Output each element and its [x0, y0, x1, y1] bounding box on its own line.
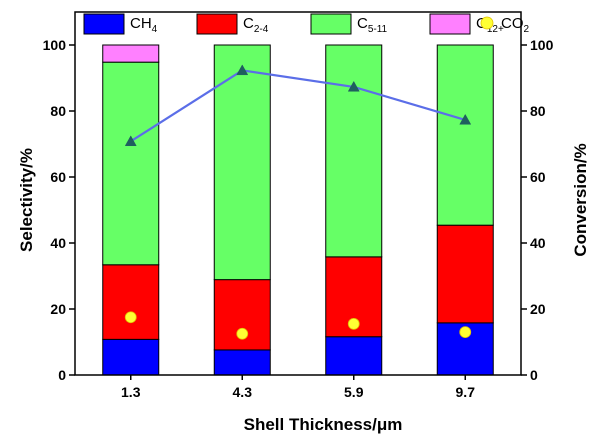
y2-tick-label-60: 60 [530, 169, 546, 185]
legend-label-c5-11: C5-11 [357, 15, 388, 35]
conversion-point-1.3 [124, 135, 137, 147]
bar-ch4-1.3 [102, 338, 160, 376]
bar-ch4-4.3 [213, 349, 271, 376]
conversion-line-group [124, 64, 472, 147]
x-axis-title: Shell Thickness/μm [244, 415, 403, 434]
conversion-point-5.9 [347, 80, 360, 92]
legend-label-c2-4: C2-4 [243, 15, 269, 35]
legend-swatch-ch4 [83, 13, 125, 35]
x-tick-label-9.7: 9.7 [456, 384, 476, 400]
bar-c5-11-9.7 [436, 44, 494, 226]
bar-c5-11-5.9 [325, 44, 383, 258]
y-axis-title: Selectivity/% [17, 148, 36, 252]
legend-label-co2: CO2 [501, 15, 530, 35]
axes-group: 0 20 40 60 80 100 0 20 40 60 80 100 1.3 4.3 5.9 9.7 [43, 11, 554, 400]
legend-swatch-c5-11 [310, 13, 352, 35]
y-tick-label-60: 60 [50, 169, 66, 185]
conversion-line [130, 69, 466, 143]
y-tick-label-80: 80 [50, 103, 66, 119]
conversion-point-4.3 [236, 64, 249, 76]
bar-c2-4-9.7 [436, 224, 494, 324]
y2-axis-title: Conversion/% [571, 143, 590, 256]
x-tick-label-5.9: 5.9 [344, 384, 364, 400]
bars-group [102, 44, 494, 376]
legend-label-ch4: CH4 [130, 15, 158, 35]
co2-point-9.7 [459, 326, 472, 339]
y2-tick-label-20: 20 [530, 301, 546, 317]
legend-swatch-c2-4 [196, 13, 238, 35]
plot-frame [74, 11, 522, 376]
y-tick-label-40: 40 [50, 235, 66, 251]
y-tick-label-100: 100 [43, 37, 67, 53]
y-tick-label-0: 0 [58, 367, 66, 383]
y-tick-label-20: 20 [50, 301, 66, 317]
y2-tick-label-80: 80 [530, 103, 546, 119]
bar-c12--1.3 [102, 44, 160, 63]
x-tick-label-1.3: 1.3 [121, 384, 141, 400]
co2-point-5.9 [347, 317, 360, 330]
bar-c5-11-1.3 [102, 61, 160, 266]
conversion-point-9.7 [459, 113, 472, 125]
y2-tick-label-100: 100 [530, 37, 554, 53]
legend-marker-co2 [480, 16, 494, 30]
co2-point-4.3 [236, 327, 249, 340]
co2-point-1.3 [124, 311, 137, 324]
y2-tick-label-40: 40 [530, 235, 546, 251]
bar-ch4-5.9 [325, 336, 383, 376]
bar-c5-11-4.3 [213, 44, 271, 281]
x-tick-label-4.3: 4.3 [233, 384, 253, 400]
y2-tick-label-0: 0 [530, 367, 538, 383]
bar-c2-4-1.3 [102, 264, 160, 340]
legend-swatch-c12- [429, 13, 471, 35]
co2-points-group [124, 311, 472, 340]
